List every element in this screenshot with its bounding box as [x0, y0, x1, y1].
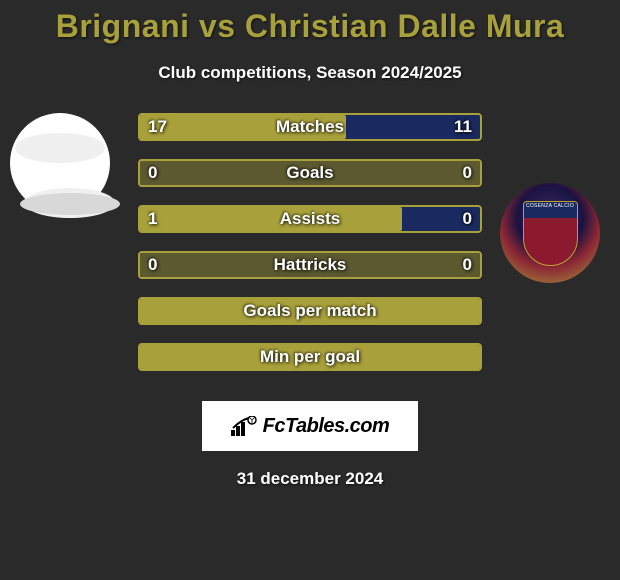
stat-row: 10Assists — [138, 205, 482, 233]
stat-label: Matches — [138, 113, 482, 141]
date-label: 31 december 2024 — [0, 469, 620, 489]
comparison-infographic: Brignani vs Christian Dalle Mura Club co… — [0, 0, 620, 489]
stat-row: 00Hattricks — [138, 251, 482, 279]
avatar-shadow — [20, 193, 120, 215]
stat-row: 1711Matches — [138, 113, 482, 141]
stat-label: Goals — [138, 159, 482, 187]
stat-label: Min per goal — [138, 343, 482, 371]
stat-label: Goals per match — [138, 297, 482, 325]
page-title: Brignani vs Christian Dalle Mura — [0, 0, 620, 45]
crest-text: COSENZA CALCIO — [524, 203, 577, 209]
branding-text: FcTables.com — [263, 415, 390, 438]
stat-label: Assists — [138, 205, 482, 233]
stats-area: COSENZA CALCIO 1711Matches 00Goals 10Assis… — [0, 113, 620, 393]
subtitle: Club competitions, Season 2024/2025 — [0, 63, 620, 83]
stat-row: 00Goals — [138, 159, 482, 187]
stat-row: Min per goal — [138, 343, 482, 371]
stat-row: Goals per match — [138, 297, 482, 325]
stat-label: Hattricks — [138, 251, 482, 279]
club-crest-cosenza: COSENZA CALCIO — [523, 201, 578, 266]
branding-box: FcTables.com — [202, 401, 418, 451]
player-avatar-right: COSENZA CALCIO — [500, 183, 600, 283]
stat-bars: 1711Matches 00Goals 10Assists 00Hattricks Go… — [138, 113, 482, 389]
fctables-logo-icon — [231, 416, 257, 436]
